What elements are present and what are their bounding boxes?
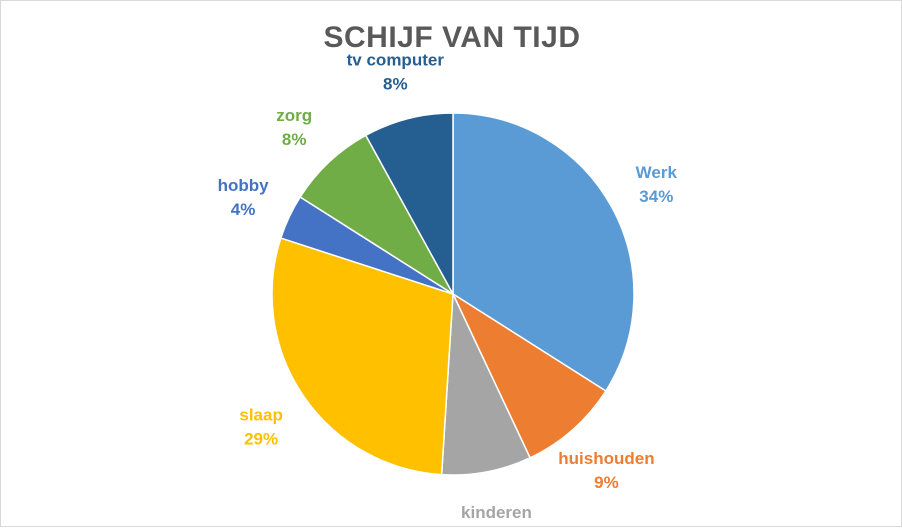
data-label-name: zorg	[276, 106, 312, 125]
data-label-value: 29%	[244, 429, 278, 448]
pie-slice-huishouden	[451, 291, 607, 459]
data-label-name: slaap	[239, 405, 282, 424]
pie-slice-Werk	[452, 112, 635, 393]
data-label-name: tv computer	[347, 50, 445, 69]
data-label-value: 34%	[639, 187, 673, 206]
data-label-value: 4%	[231, 200, 256, 219]
data-label-name: kinderen	[461, 503, 532, 522]
data-label-value: 9%	[594, 473, 619, 492]
data-label-name: hobby	[218, 176, 270, 195]
data-label-name: huishouden	[558, 449, 654, 468]
data-label-value: 8%	[282, 130, 307, 149]
data-label-name: Werk	[636, 163, 678, 182]
pie-slice-slaap	[271, 237, 454, 476]
pie-slice-kinderen	[440, 293, 532, 476]
data-label-value: 8%	[383, 74, 408, 93]
chart-title: SCHIJF VAN TIJD	[323, 21, 581, 54]
pie-slice-zorg	[299, 134, 454, 295]
pie-slice-tv-computer	[364, 112, 454, 295]
